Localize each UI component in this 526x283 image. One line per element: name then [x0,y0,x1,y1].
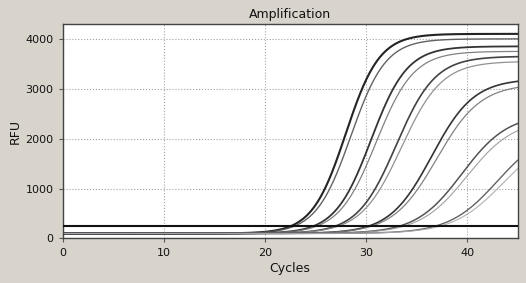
Y-axis label: RFU: RFU [8,119,22,144]
X-axis label: Cycles: Cycles [270,262,310,275]
Title: Amplification: Amplification [249,8,331,21]
